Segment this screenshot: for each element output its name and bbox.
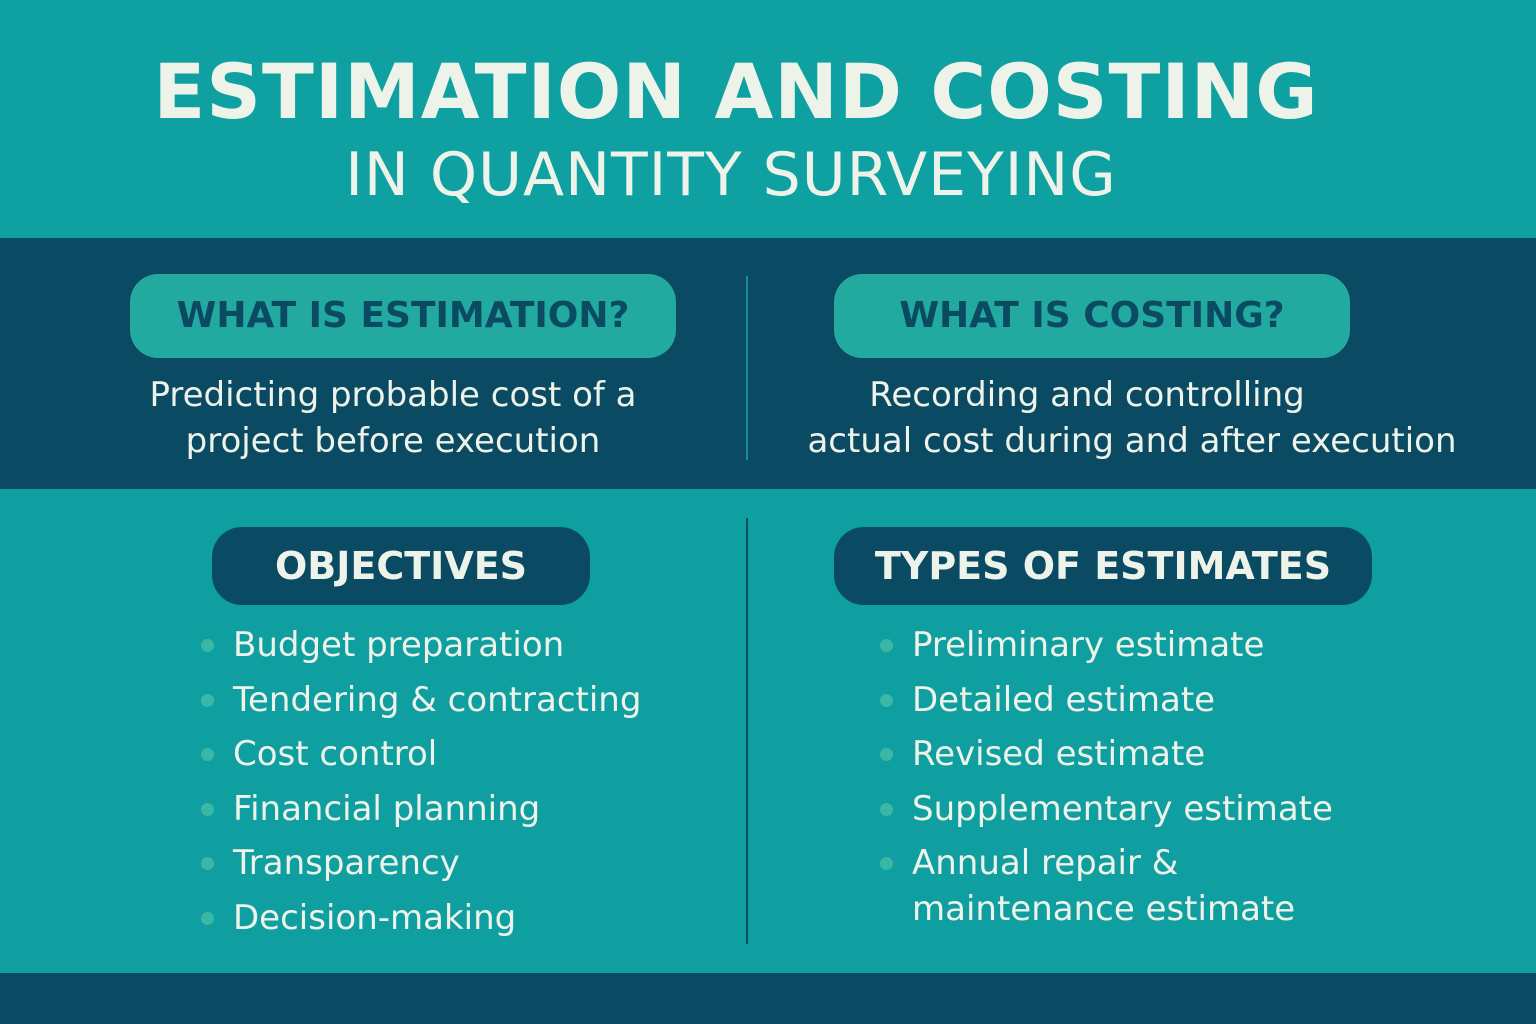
bullet-dot-icon <box>201 639 214 652</box>
page-title: ESTIMATION AND COSTING <box>153 47 1319 136</box>
list-item: Financial planning <box>201 786 641 832</box>
bullet-dot-icon <box>201 911 214 925</box>
bullet-dot-icon <box>880 693 893 707</box>
list-item: Transparency <box>201 840 641 886</box>
list-item: Detailed estimate <box>880 677 1333 723</box>
bullet-dot-icon <box>201 802 214 816</box>
page-subtitle: IN QUANTITY SURVEYING <box>345 140 1117 210</box>
costing-heading: WHAT IS COSTING? <box>834 274 1350 358</box>
section-divider <box>746 518 748 944</box>
list-item: Supplementary estimate <box>880 786 1333 832</box>
objectives-list: Budget preparation Tendering & contracti… <box>201 622 641 950</box>
bullet-dot-icon <box>880 802 893 816</box>
estimation-description: Predicting probable cost of a project be… <box>100 372 686 464</box>
band-divider <box>746 276 748 460</box>
types-heading: TYPES OF ESTIMATES <box>834 527 1372 605</box>
estimation-heading: WHAT IS ESTIMATION? <box>130 274 676 358</box>
list-item-continuation: maintenance estimate <box>912 889 1296 930</box>
list-item: Preliminary estimate <box>880 622 1333 668</box>
bullet-dot-icon <box>880 748 893 762</box>
list-item: Tendering & contracting <box>201 677 641 723</box>
list-item: Annual repair & <box>880 840 1333 886</box>
bullet-dot-icon <box>201 857 214 871</box>
footer-bar <box>0 973 1536 1024</box>
types-list: Preliminary estimate Detailed estimate R… <box>880 622 1333 941</box>
list-item: Revised estimate <box>880 731 1333 777</box>
bullet-dot-icon <box>880 857 893 871</box>
header-banner: ESTIMATION AND COSTING IN QUANTITY SURVE… <box>0 0 1536 238</box>
bullet-dot-icon <box>201 693 214 707</box>
bullet-dot-icon <box>880 639 893 652</box>
list-item: Decision-making <box>201 895 641 941</box>
objectives-heading: OBJECTIVES <box>212 527 590 605</box>
costing-description-line-1: Recording and controlling <box>869 375 1305 415</box>
estimation-description-line-2: project before execution <box>185 421 601 461</box>
list-item: Cost control <box>201 731 641 777</box>
bullet-dot-icon <box>201 748 214 762</box>
estimation-description-line-1: Predicting probable cost of a <box>149 375 637 415</box>
costing-description: Recording and controlling actual cost du… <box>772 372 1492 464</box>
costing-description-line-2: actual cost during and after execution <box>807 421 1457 461</box>
list-item: Budget preparation <box>201 622 641 668</box>
